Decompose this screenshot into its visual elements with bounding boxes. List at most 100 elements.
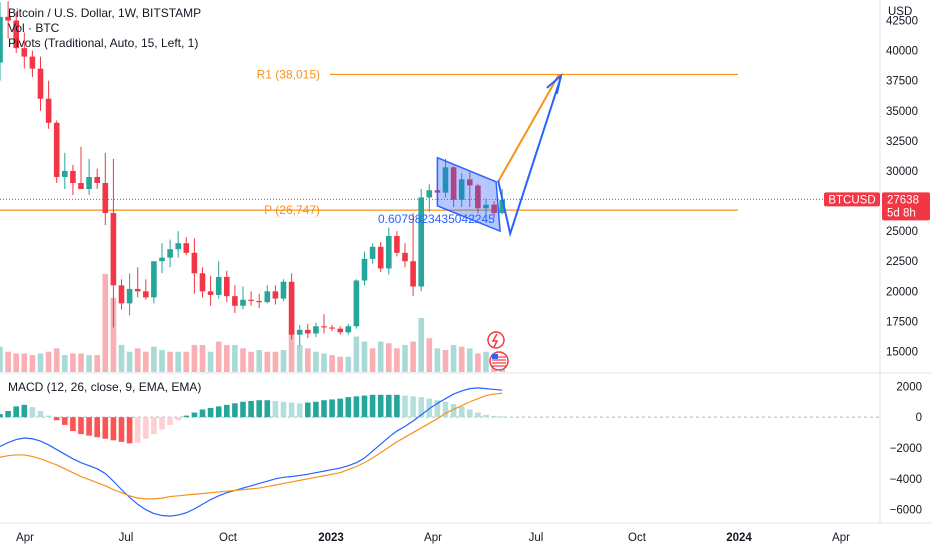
candle (159, 257, 165, 262)
volume-bar (45, 351, 52, 372)
volume-bar (175, 351, 181, 372)
pivot-label: P (26,747) (264, 203, 320, 217)
price-badge (882, 192, 930, 221)
candle (110, 213, 117, 286)
macd-histogram-bar (418, 397, 424, 418)
time-tick-label: Apr (424, 532, 442, 544)
time-tick-label: Apr (832, 532, 850, 544)
macd-histogram-bar (288, 402, 295, 418)
candle (78, 182, 84, 190)
candle (118, 285, 125, 304)
candle (143, 291, 149, 298)
volume-bar (86, 355, 92, 372)
time-tick-label: Oct (219, 532, 238, 544)
time-tick-label: Jul (119, 532, 134, 544)
macd-tick-label: 2000 (896, 381, 922, 393)
macd-legend-text[interactable]: MACD (12, 26, close, 9, EMA, EMA) (8, 380, 202, 394)
candle (442, 167, 449, 193)
macd-legend: MACD (12, 26, close, 9, EMA, EMA) (8, 380, 201, 395)
volume-bar (29, 355, 36, 372)
candle (86, 176, 92, 190)
macd-histogram-bar (143, 417, 149, 439)
volume-bar (386, 343, 392, 372)
candle (394, 235, 400, 253)
macd-histogram-bar (313, 401, 319, 418)
time-tick-label: Jul (529, 532, 544, 544)
macd-histogram-bar (305, 402, 311, 418)
volume-bar (70, 353, 76, 372)
macd-histogram-bar (126, 417, 133, 444)
candle (369, 246, 376, 259)
macd-histogram-bar (434, 400, 441, 418)
macd-histogram-bar (232, 403, 238, 418)
macd-histogram-bar (159, 417, 165, 430)
volume-bar (62, 355, 68, 372)
candle (215, 276, 222, 295)
candle (0, 16, 3, 63)
candle (458, 179, 465, 200)
macd-histogram-bar (118, 417, 125, 442)
volume-bar (102, 274, 109, 372)
volume-bar (53, 348, 60, 372)
candle (102, 182, 109, 214)
macd-tick-label: −2000 (890, 443, 922, 455)
chart-legend: Bitcoin / U.S. Dollar, 1W, BITSTAMP Vol … (8, 6, 201, 51)
candle (62, 170, 68, 177)
volume-bar (353, 336, 360, 372)
macd-histogram-bar (78, 417, 84, 435)
volume-bar (458, 346, 465, 372)
volume-bar (418, 317, 424, 372)
symbol-badge-text: BTCUSD (828, 194, 875, 206)
pivot-levels: R1 (38,015) P (26,747) (0, 67, 880, 217)
macd-histogram-bar (394, 394, 400, 418)
price-tick-label: 40000 (886, 46, 918, 58)
price-badge-countdown: 5d 8h (887, 207, 916, 219)
volume-bar (345, 356, 352, 372)
macd-histogram-bar (183, 415, 190, 418)
symbol-title[interactable]: Bitcoin / U.S. Dollar, 1W, BITSTAMP (8, 6, 202, 20)
volume-bar (199, 344, 206, 372)
time-tick-label: Apr (16, 532, 34, 544)
macd-histogram-bar (215, 406, 222, 418)
candle (353, 280, 360, 327)
macd-histogram-bar (377, 394, 384, 418)
volume-bar (483, 351, 489, 372)
volume-legend[interactable]: Vol · BTC (8, 21, 60, 35)
volume-bar (280, 350, 287, 372)
candle (248, 299, 254, 301)
macd-histogram-bar (458, 406, 465, 418)
macd-histogram-bar (483, 414, 489, 418)
candle (175, 243, 181, 250)
pivots-legend[interactable]: Pivots (Traditional, Auto, 15, Left, 1) (8, 36, 199, 50)
candle (321, 326, 327, 328)
lightning-glyph (491, 333, 499, 348)
macd-histogram-bar (410, 396, 416, 418)
macd-histogram-bar (45, 415, 52, 418)
price-tick-label: 15000 (886, 347, 918, 359)
macd-histogram-bar (426, 398, 433, 418)
volume-bar (305, 348, 311, 372)
currency-label: USD (888, 6, 912, 18)
macd-pane (0, 387, 880, 517)
candle (199, 273, 206, 292)
candle (272, 291, 279, 299)
candle (224, 276, 230, 297)
macd-histogram-bar (37, 411, 44, 418)
candle (288, 281, 295, 335)
macd-histogram-bar (296, 403, 303, 418)
candle (402, 252, 408, 262)
candle (329, 327, 335, 329)
macd-histogram-bar (361, 395, 368, 418)
macd-histogram-bar (134, 417, 141, 443)
volume-bars (0, 274, 505, 372)
price-tick-label: 25000 (886, 226, 918, 238)
volume-bar (296, 344, 303, 372)
macd-histogram-bar (94, 417, 100, 438)
volume-bar (0, 346, 3, 372)
volume-bar (134, 348, 141, 372)
volume-bar (21, 353, 28, 372)
macd-histogram-bar (5, 411, 11, 418)
volume-bar (377, 341, 384, 372)
